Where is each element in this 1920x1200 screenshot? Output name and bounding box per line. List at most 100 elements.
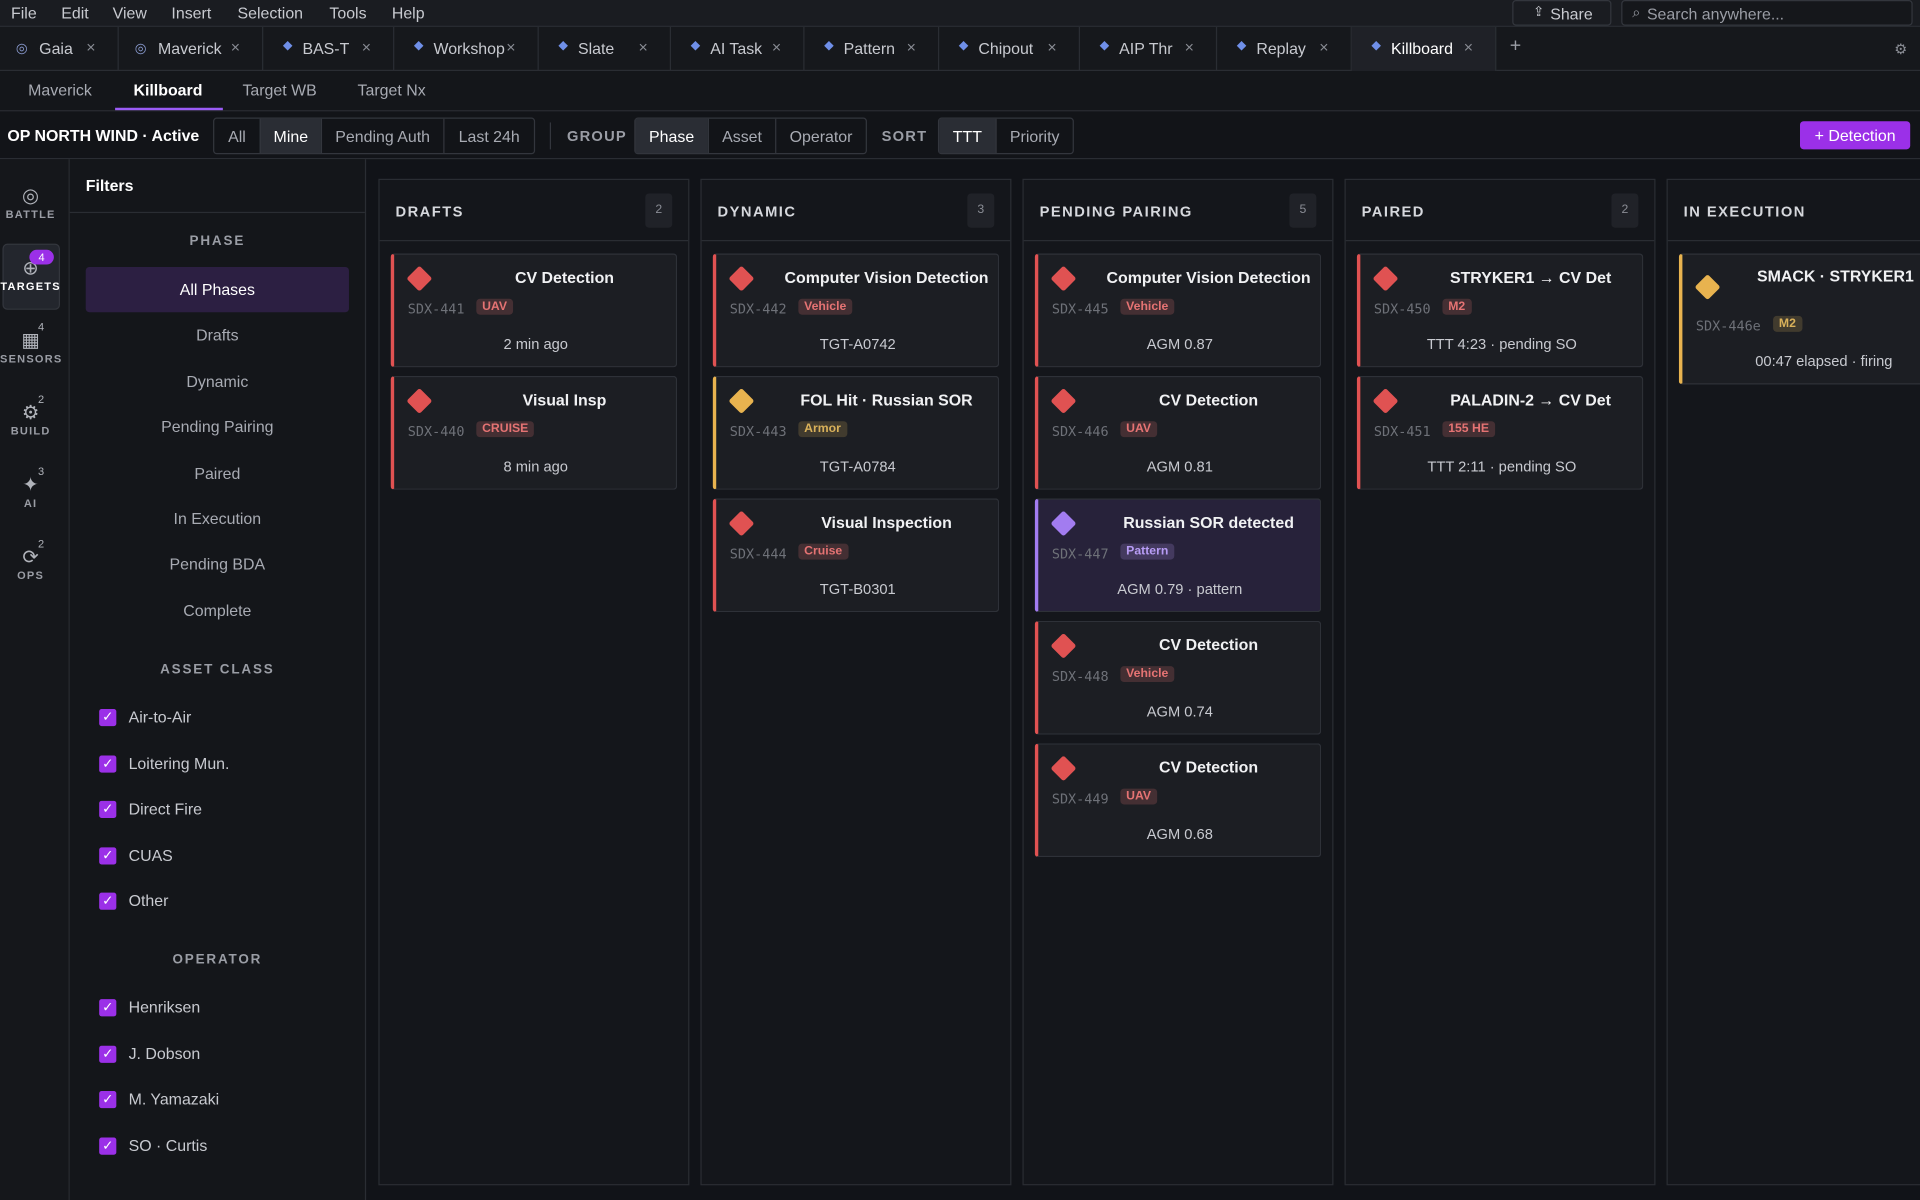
target-card[interactable]: Visual Insp SDX-440 CRUISE 8 min ago bbox=[390, 375, 678, 490]
checkbox-label[interactable]: M. Yamazaki bbox=[128, 1089, 220, 1109]
rail-icon[interactable]: ◎ bbox=[22, 186, 40, 207]
tab[interactable]: ◆ AI Task × bbox=[671, 26, 805, 72]
menu-item[interactable]: Help bbox=[391, 3, 425, 23]
target-card[interactable]: SMACK · STRYKER1 → TGT-A0741 SDX-446e M2 00… bbox=[1678, 253, 1920, 385]
checkbox[interactable]: ✓ bbox=[99, 892, 117, 910]
filter-segment-option[interactable]: Pending Auth bbox=[320, 118, 443, 154]
checkbox[interactable]: ✓ bbox=[99, 1045, 117, 1063]
menu-item[interactable]: View bbox=[112, 3, 147, 23]
target-card[interactable]: CV Detection SDX-446 UAV AGM 0.81 bbox=[1034, 375, 1322, 490]
checkbox-label[interactable]: SO · Curtis bbox=[128, 1135, 208, 1155]
filter-segment-option[interactable]: All bbox=[228, 127, 246, 146]
phase-option[interactable]: Complete bbox=[183, 600, 252, 620]
rail-label[interactable]: SENSORS bbox=[0, 352, 63, 365]
menu-item[interactable]: File bbox=[11, 3, 37, 23]
checkbox-label[interactable]: J. Dobson bbox=[128, 1043, 201, 1063]
rail-icon[interactable]: ⚙ bbox=[21, 402, 40, 424]
tab-close[interactable]: × bbox=[1319, 37, 1329, 57]
tab[interactable]: ◆ BAS-T × bbox=[263, 26, 395, 72]
rail-label[interactable]: BATTLE bbox=[5, 208, 56, 221]
target-card[interactable]: CV Detection SDX-449 UAV AGM 0.68 bbox=[1034, 743, 1322, 858]
rail-label[interactable]: TARGETS bbox=[0, 280, 61, 293]
phase-option[interactable]: All Phases bbox=[85, 266, 349, 313]
phase-option[interactable]: Dynamic bbox=[186, 371, 249, 391]
checkbox[interactable]: ✓ bbox=[99, 999, 117, 1017]
sort-segment-option[interactable]: TTT bbox=[939, 118, 996, 154]
tab[interactable]: ◎ Gaia × bbox=[0, 26, 119, 72]
tab-close[interactable]: × bbox=[86, 37, 96, 57]
menu-item[interactable]: Tools bbox=[329, 3, 367, 23]
subtab[interactable]: Target Nx bbox=[357, 80, 426, 100]
target-card[interactable]: CV Detection SDX-448 Vehicle AGM 0.74 bbox=[1034, 620, 1322, 735]
settings-icon[interactable]: ⚙ bbox=[1894, 40, 1908, 58]
tab[interactable]: ◆ Killboard × bbox=[1351, 26, 1497, 72]
checkbox-label[interactable]: Direct Fire bbox=[128, 799, 202, 818]
checkbox-label[interactable]: Other bbox=[128, 891, 169, 910]
tab-close[interactable]: × bbox=[1463, 37, 1474, 57]
rail-label[interactable]: BUILD bbox=[10, 424, 51, 438]
group-segment-option[interactable]: Asset bbox=[707, 118, 775, 154]
checkbox-label[interactable]: Air-to-Air bbox=[128, 707, 192, 727]
checkbox-label[interactable]: Loitering Mun. bbox=[128, 753, 230, 773]
subtab[interactable]: Killboard bbox=[133, 80, 203, 100]
phase-option[interactable]: Paired bbox=[194, 463, 241, 482]
tab-close[interactable]: × bbox=[1047, 37, 1057, 57]
menu-item[interactable]: Insert bbox=[171, 3, 212, 23]
checkbox[interactable]: ✓ bbox=[99, 800, 117, 818]
share-button[interactable]: ⇪ Share bbox=[1512, 0, 1612, 26]
checkbox[interactable]: ✓ bbox=[99, 1136, 117, 1155]
target-card[interactable]: Visual Inspection SDX-444 Cruise TGT-B0301 bbox=[712, 498, 1000, 613]
tab-close[interactable]: × bbox=[906, 37, 916, 57]
sort-segment-option[interactable]: Priority bbox=[995, 118, 1073, 154]
phase-option[interactable]: In Execution bbox=[173, 509, 262, 528]
subtab[interactable]: Target WB bbox=[242, 80, 317, 100]
group-segment-option[interactable]: Operator bbox=[775, 118, 866, 154]
target-card[interactable]: PALADIN-2 → CV Det SDX-451 155 HE TTT 2:11 … bbox=[1356, 375, 1644, 490]
tab[interactable]: ◆ Replay × bbox=[1217, 26, 1352, 72]
checkbox[interactable]: ✓ bbox=[99, 708, 117, 727]
rail-label[interactable]: OPS bbox=[17, 569, 45, 582]
target-card[interactable]: FOL Hit · Russian SOR SDX-443 Armor TGT-A07… bbox=[712, 375, 1000, 490]
phase-option[interactable]: Pending Pairing bbox=[161, 417, 274, 437]
tab[interactable]: ◆ Slate × bbox=[539, 26, 672, 72]
phase-option[interactable]: Drafts bbox=[196, 326, 239, 345]
target-card[interactable]: Russian SOR detected SDX-447 Pattern AGM 0.… bbox=[1034, 498, 1322, 613]
group-segment-option[interactable]: Phase bbox=[635, 118, 708, 154]
menu-item[interactable]: Selection bbox=[237, 3, 304, 23]
checkbox-label[interactable]: CUAS bbox=[128, 845, 173, 864]
column: IN EXECUTION SMACK · STRYKER1 → TGT-A0741… bbox=[1666, 178, 1920, 1186]
search-box[interactable]: ⌕ Search anywhere... bbox=[1621, 0, 1913, 26]
tab-close[interactable]: × bbox=[506, 37, 516, 57]
new-tab[interactable]: + bbox=[1509, 35, 1522, 57]
tab[interactable]: ◆ AIP Thr × bbox=[1080, 26, 1218, 72]
target-card[interactable]: CV Detection SDX-441 UAV 2 min ago bbox=[390, 253, 678, 368]
target-card[interactable]: Computer Vision Detection SDX-442 Vehicle T… bbox=[712, 253, 1000, 368]
filter-segment-option[interactable]: Mine bbox=[259, 118, 321, 154]
rail-icon[interactable]: ⟳ bbox=[22, 547, 39, 569]
target-card[interactable]: STRYKER1 → CV Det SDX-450 M2 TTT 4:23 · pen… bbox=[1356, 253, 1644, 368]
tab-close[interactable]: × bbox=[771, 37, 782, 57]
checkbox[interactable]: ✓ bbox=[99, 846, 117, 864]
tab-close[interactable]: × bbox=[230, 37, 240, 57]
phase-option[interactable]: Pending BDA bbox=[169, 555, 266, 574]
tab[interactable]: ◎ Maverick × bbox=[119, 26, 264, 72]
tab-close[interactable]: × bbox=[638, 37, 648, 57]
rail-icon[interactable]: ✦ bbox=[22, 475, 39, 496]
tab[interactable]: ◆ Workshop × bbox=[394, 26, 539, 72]
filter-segment-option[interactable]: Last 24h bbox=[443, 118, 534, 154]
tab-close[interactable]: × bbox=[1184, 37, 1194, 57]
checkbox[interactable]: ✓ bbox=[99, 754, 117, 773]
target-card[interactable]: Computer Vision Detection SDX-445 Vehicle A… bbox=[1034, 253, 1322, 368]
rail-icon[interactable]: ▦ bbox=[21, 330, 40, 352]
tab-close[interactable]: × bbox=[361, 37, 372, 57]
subtab[interactable]: Maverick bbox=[28, 80, 92, 100]
tab-label: Gaia bbox=[39, 39, 73, 58]
add-detection-button[interactable]: + Detection bbox=[1800, 121, 1911, 150]
checkbox-label[interactable]: Henriksen bbox=[128, 997, 201, 1017]
menu-item[interactable]: Edit bbox=[61, 3, 89, 23]
checkbox[interactable]: ✓ bbox=[99, 1091, 117, 1109]
tab[interactable]: ◆ Chipout × bbox=[939, 26, 1080, 72]
tab[interactable]: ◆ Pattern × bbox=[804, 26, 940, 72]
filters-divider bbox=[69, 211, 365, 214]
rail-label[interactable]: AI bbox=[23, 497, 38, 510]
